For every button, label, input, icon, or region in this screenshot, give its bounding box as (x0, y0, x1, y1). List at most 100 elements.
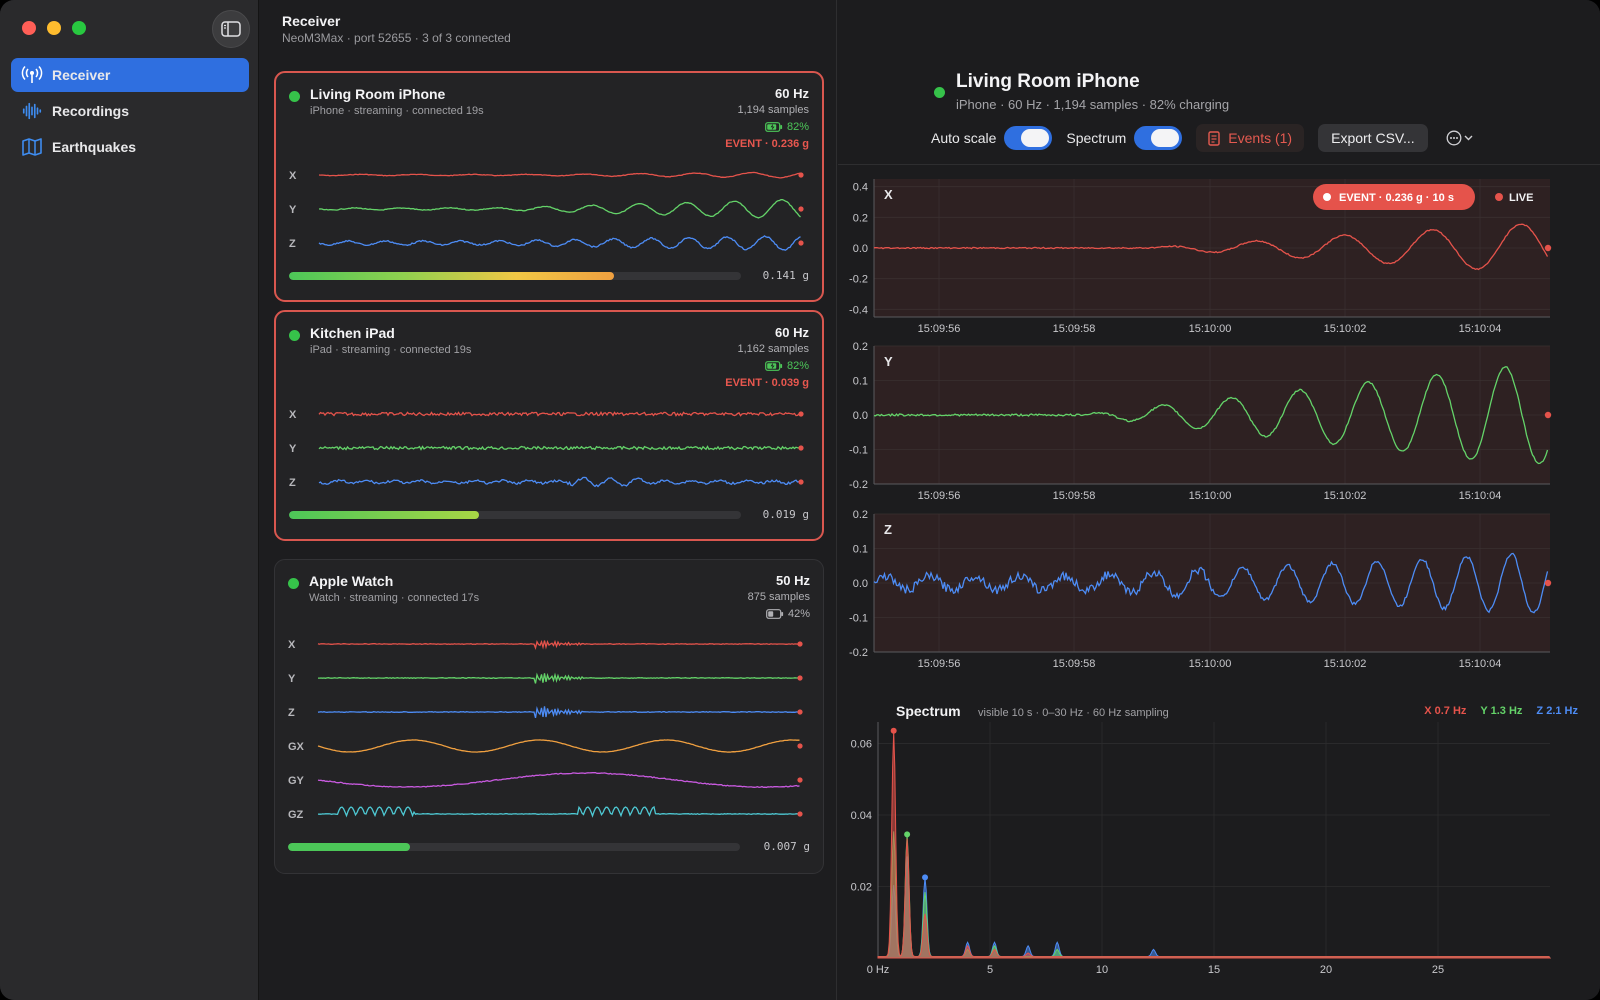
sidebar-item-recordings[interactable]: Recordings (11, 94, 249, 128)
device-card-living-room-iphone[interactable]: Living Room iPhone iPhone · streaming · … (274, 71, 824, 302)
level-meter (288, 843, 740, 851)
device-meta: iPhone · streaming · connected 19s (310, 105, 484, 117)
channel-label: Z (884, 522, 892, 537)
event-badge[interactable] (1313, 184, 1475, 210)
sidebar-item-earthquakes[interactable]: Earthquakes (11, 130, 249, 164)
device-list-pane: Receiver NeoM3Max · port 52655 · 3 of 3 … (259, 0, 837, 1000)
export-button-label: Export CSV... (1331, 130, 1415, 146)
trace-x (873, 223, 1549, 271)
legend-y: Y 1.3 Hz (1480, 705, 1523, 717)
battery-icon (766, 609, 784, 619)
trace-z (317, 706, 800, 719)
live-endpoint-dot (797, 675, 803, 681)
x-tick-label: 15:10:02 (1324, 658, 1367, 670)
channel-label: Z (288, 707, 295, 719)
sample-count: 1,194 samples (737, 104, 809, 116)
export-csv-button[interactable]: Export CSV... (1318, 124, 1428, 152)
axis-chart-z: 0.2 0.1 0.0 -0.1 -0.2 15:09:56 15:09:58 15:10:0… (849, 509, 1552, 670)
battery-level: 42% (787, 608, 810, 620)
live-endpoint-dot (1544, 579, 1552, 587)
page-title: Receiver (282, 13, 341, 29)
sidebar-toggle-button[interactable] (212, 10, 250, 48)
spectrum-legend: X 0.7 Hz Y 1.3 Hz Z 2.1 Hz (1424, 705, 1578, 717)
zoom-window-button[interactable] (72, 21, 86, 35)
channel-label: X (288, 639, 296, 651)
x-tick-label: 15:09:56 (918, 658, 961, 670)
y-tick-label: 0.02 (851, 881, 872, 893)
level-meter-fill (289, 511, 479, 519)
sample-rate: 60 Hz (775, 86, 809, 101)
device-card-kitchen-ipad[interactable]: Kitchen iPad iPad · streaming · connecte… (274, 310, 824, 541)
trace-y (318, 672, 800, 684)
x-tick-label: 15:10:04 (1459, 658, 1502, 670)
level-meter (289, 511, 741, 519)
live-endpoint-dot (798, 172, 804, 178)
auto-scale-toggle[interactable] (1004, 126, 1053, 150)
live-label: LIVE (1509, 192, 1533, 204)
spectrum-toggle[interactable] (1134, 126, 1183, 150)
y-tick-label: 0.2 (853, 212, 868, 224)
x-tick-label: 15:10:04 (1459, 490, 1502, 502)
more-options-menu[interactable] (1446, 130, 1473, 146)
live-trace-plot: X Y Z (289, 170, 804, 251)
trace-z (318, 476, 801, 488)
channel-label: GZ (288, 809, 304, 821)
peak-g-value: 0.141 g (762, 269, 809, 282)
trace-gz (317, 805, 800, 818)
sidebar-item-label: Earthquakes (52, 139, 137, 155)
battery-status: 82% (765, 121, 809, 133)
level-meter (289, 272, 741, 280)
y-tick-label: -0.1 (849, 445, 868, 457)
detail-title: Living Room iPhone (956, 71, 1140, 92)
device-card-apple-watch[interactable]: Apple Watch Watch · streaming · connecte… (274, 559, 824, 874)
trace-gx (317, 739, 800, 753)
y-tick-label: -0.1 (849, 613, 868, 625)
detail-subtitle: iPhone · 60 Hz · 1,194 samples · 82% cha… (956, 97, 1230, 112)
trace-gy (317, 772, 800, 789)
chevron-down-icon (1464, 135, 1473, 141)
x-tick-label: 15:10:04 (1459, 323, 1502, 335)
live-endpoint-dot (797, 777, 803, 783)
x-tick-label: 15 (1208, 964, 1220, 976)
sidebar-item-receiver[interactable]: Receiver (11, 58, 249, 92)
battery-level: 82% (786, 121, 809, 133)
spectrum-chart: 0.06 0.04 0.02 0 Hz 5 10 15 20 25 (851, 722, 1552, 976)
channel-label: Y (289, 443, 297, 455)
channel-label: Y (288, 673, 296, 685)
antenna-icon (21, 64, 43, 86)
receiver-status: NeoM3Max · port 52655 · 3 of 3 connected (282, 31, 511, 45)
device-detail-pane: Living Room iPhone iPhone · 60 Hz · 1,19… (838, 0, 1600, 1000)
y-tick-label: 0.2 (853, 509, 868, 521)
x-tick-label: 15:10:00 (1189, 490, 1232, 502)
trace-y (318, 445, 801, 451)
x-tick-label: 15:10:00 (1189, 323, 1232, 335)
close-window-button[interactable] (22, 21, 36, 35)
battery-charging-icon (765, 361, 783, 371)
trace-y (873, 366, 1549, 465)
minimize-window-button[interactable] (47, 21, 61, 35)
trace-y (318, 199, 801, 219)
channel-label: GX (288, 741, 305, 753)
x-tick-label: 15:09:56 (918, 490, 961, 502)
x-tick-label: 15:10:00 (1189, 658, 1232, 670)
live-trace-plot: X Y Z GX GY GZ (288, 639, 803, 821)
live-dot-icon (1495, 193, 1503, 201)
spectrum-title: Spectrum (896, 703, 961, 719)
sidebar: Receiver Recordings Earthquakes (0, 0, 259, 1000)
device-name: Apple Watch (309, 573, 394, 589)
device-meta: Watch · streaming · connected 17s (309, 592, 480, 604)
y-tick-label: 0.0 (853, 243, 868, 255)
channel-label: X (884, 187, 893, 202)
auto-scale-label: Auto scale (931, 130, 997, 146)
x-tick-label: 15:09:58 (1053, 658, 1096, 670)
sidebar-item-label: Recordings (52, 103, 130, 119)
y-tick-label: -0.2 (849, 274, 868, 286)
spectrum-label: Spectrum (1066, 130, 1127, 146)
live-endpoint-dot (797, 641, 803, 647)
connection-status-dot (934, 87, 945, 98)
x-tick-label: 0 Hz (867, 964, 890, 976)
events-button[interactable]: Events (1) (1196, 124, 1305, 152)
x-tick-label: 15:10:02 (1324, 490, 1367, 502)
channel-label: Y (884, 354, 893, 369)
